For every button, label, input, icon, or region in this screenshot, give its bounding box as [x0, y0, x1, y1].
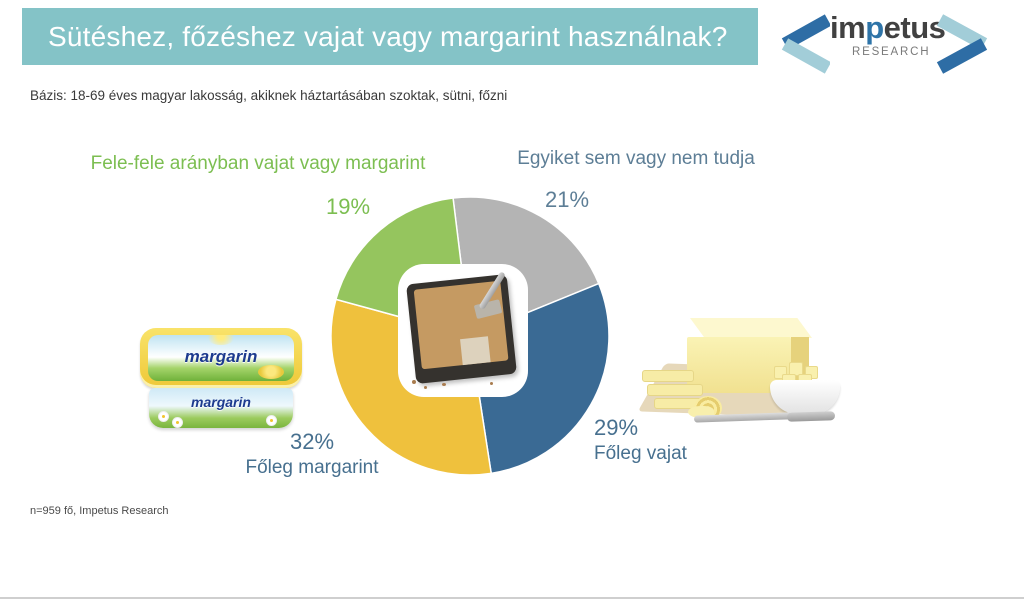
title-bar: Sütéshez, főzéshez vajat vagy margarint … — [22, 8, 758, 65]
label-egyiket-sem-text: Egyiket sem vagy nem tudja — [517, 148, 755, 169]
label-fele-fele-pct-text: 19% — [325, 194, 371, 219]
logo-brand-post: etus — [883, 10, 946, 45]
label-egyiket-sem-pct: 21% — [537, 186, 597, 214]
label-foleg-margarint-text: Főleg margarint — [245, 456, 379, 478]
label-fele-fele-pct: 19% — [318, 193, 378, 221]
butter-stick — [642, 370, 694, 382]
crumb — [424, 386, 427, 389]
knife-handle-icon — [786, 411, 836, 422]
margarine-lid-label: margarin — [148, 335, 294, 381]
label-foleg-margarint-pct: 32% — [289, 429, 335, 454]
daisy-icon — [159, 412, 168, 421]
logo-research-text: RESEARCH — [852, 46, 931, 58]
crumb — [412, 380, 416, 384]
margarine-body-text: margarin — [191, 394, 251, 410]
label-fele-fele: Fele-fele arányban vajat vagy margarint — [85, 152, 431, 176]
sample-size-note: n=959 fő, Impetus Research — [30, 505, 169, 517]
butter-bowl — [770, 380, 840, 414]
center-cake-image — [398, 264, 528, 397]
basis-note: Bázis: 18-69 éves magyar lakosság, akikn… — [30, 88, 508, 103]
sun-icon — [206, 335, 236, 345]
crumb — [490, 382, 493, 385]
logo-left-chevron-icon — [781, 14, 830, 74]
label-foleg-vajat-text: Főleg vajat — [594, 442, 687, 464]
label-foleg-vajat: 29% Főleg vajat — [594, 414, 754, 465]
label-foleg-vajat-pct: 29% — [594, 415, 639, 440]
logo-brand-text: impetus — [830, 10, 946, 46]
slide-bottom-border — [0, 597, 1024, 599]
label-fele-fele-text: Fele-fele arányban vajat vagy margarint — [90, 153, 426, 174]
margarine-lid-text: margarin — [184, 347, 258, 366]
logo-brand-pre: im — [830, 10, 866, 45]
label-foleg-margarint: 32% Főleg margarint — [232, 428, 392, 479]
page-title: Sütéshez, főzéshez vajat vagy margarint … — [48, 20, 728, 52]
butter-block-top — [690, 318, 812, 338]
butter-cube — [789, 362, 803, 376]
logo-brand-accent: p — [865, 10, 884, 45]
impetus-logo: impetus RESEARCH — [772, 6, 1004, 76]
label-egyiket-sem-pct-text: 21% — [544, 187, 590, 212]
daisy-icon — [267, 416, 276, 425]
margarine-tub-body: margarin — [149, 388, 293, 428]
baking-pan — [406, 271, 517, 385]
margarine-tub-lid: margarin — [140, 328, 302, 388]
butter-image — [637, 308, 842, 436]
butter-stick — [647, 384, 703, 396]
cut-out-piece — [460, 336, 491, 366]
logo-right-chevron-icon — [936, 14, 988, 74]
crumb — [442, 383, 446, 386]
daisy-icon — [173, 418, 182, 427]
label-egyiket-sem: Egyiket sem vagy nem tudja — [496, 147, 776, 171]
margarine-tub-image: margarin margarin — [140, 316, 302, 430]
margarine-curl-icon — [258, 365, 284, 379]
